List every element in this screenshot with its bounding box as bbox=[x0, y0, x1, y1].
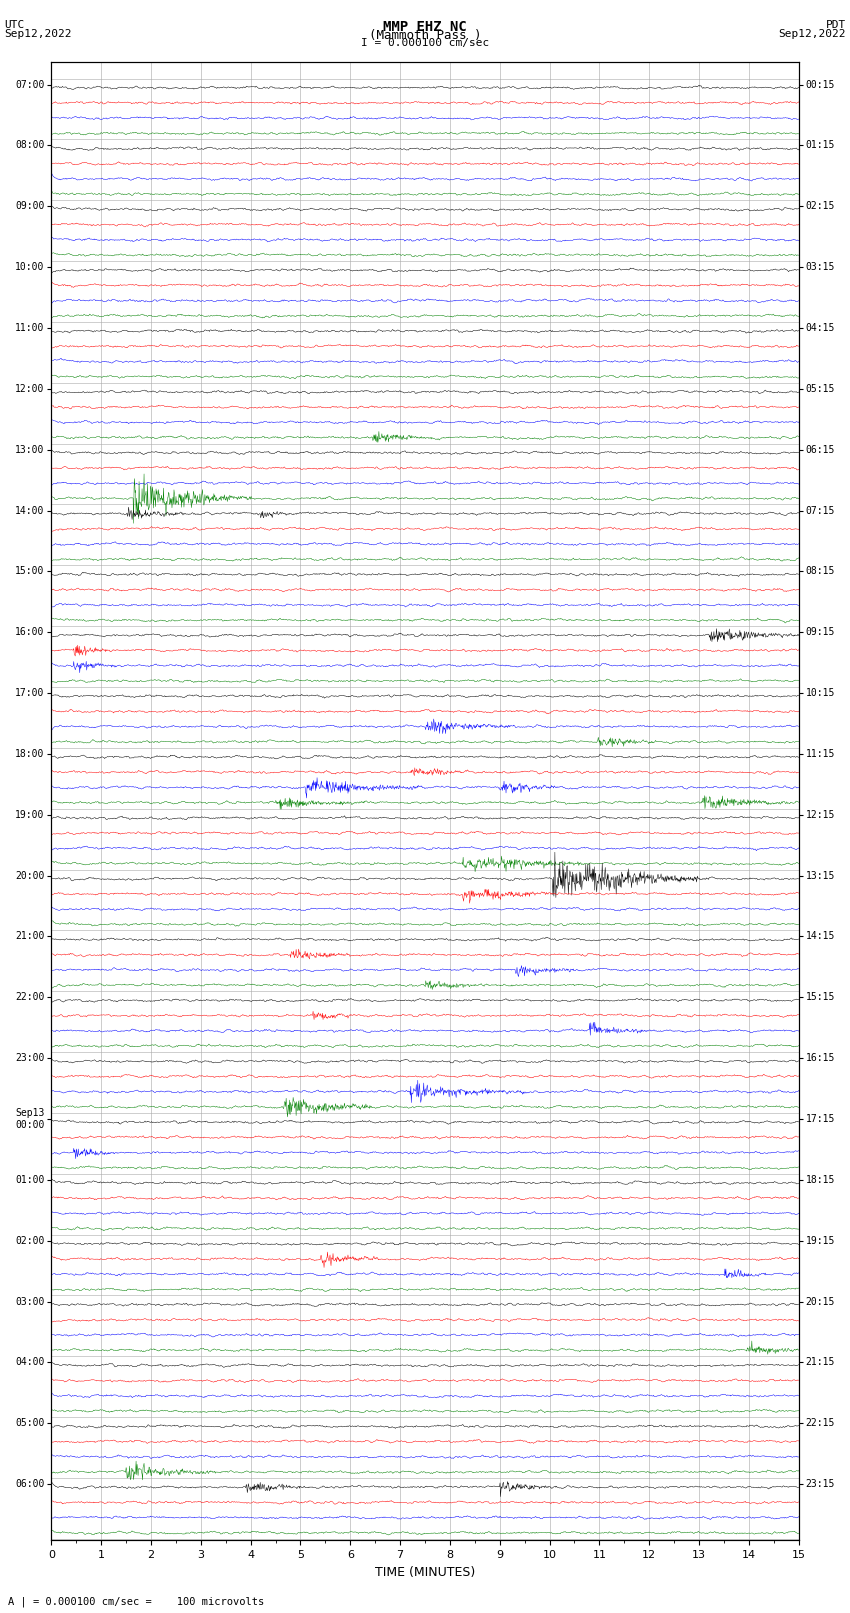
Text: MMP EHZ NC: MMP EHZ NC bbox=[383, 19, 467, 34]
Text: Sep12,2022: Sep12,2022 bbox=[779, 29, 846, 39]
Text: UTC: UTC bbox=[4, 19, 25, 31]
X-axis label: TIME (MINUTES): TIME (MINUTES) bbox=[375, 1566, 475, 1579]
Text: (Mammoth Pass ): (Mammoth Pass ) bbox=[369, 29, 481, 42]
Text: Sep12,2022: Sep12,2022 bbox=[4, 29, 71, 39]
Text: A | = 0.000100 cm/sec =    100 microvolts: A | = 0.000100 cm/sec = 100 microvolts bbox=[8, 1595, 264, 1607]
Text: I = 0.000100 cm/sec: I = 0.000100 cm/sec bbox=[361, 37, 489, 48]
Text: PDT: PDT bbox=[825, 19, 846, 31]
